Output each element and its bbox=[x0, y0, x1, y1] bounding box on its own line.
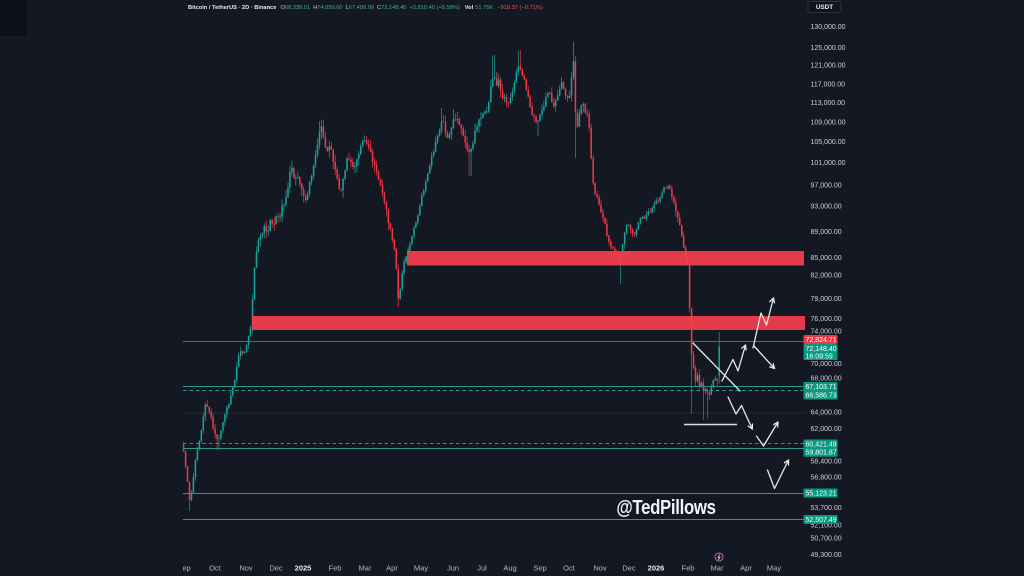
svg-text:60,421.49: 60,421.49 bbox=[806, 442, 837, 449]
svg-text:58,400.00: 58,400.00 bbox=[811, 458, 842, 465]
svg-text:Jul: Jul bbox=[477, 564, 487, 573]
svg-text:79,000.00: 79,000.00 bbox=[811, 296, 842, 303]
svg-text:52,100.00: 52,100.00 bbox=[811, 523, 842, 530]
svg-text:101,000.00: 101,000.00 bbox=[811, 160, 846, 167]
svg-text:109,000.00: 109,000.00 bbox=[811, 119, 846, 126]
svg-text:Sep: Sep bbox=[177, 564, 190, 573]
svg-text:68,000.00: 68,000.00 bbox=[811, 375, 842, 382]
svg-text:May: May bbox=[414, 564, 428, 573]
svg-text:64,000.00: 64,000.00 bbox=[811, 409, 842, 416]
svg-text:May: May bbox=[767, 564, 781, 573]
svg-text:Mar: Mar bbox=[359, 564, 372, 573]
svg-text:Sep: Sep bbox=[533, 564, 546, 573]
svg-text:72,824.71: 72,824.71 bbox=[806, 337, 837, 344]
svg-text:55,123.21: 55,123.21 bbox=[806, 491, 837, 498]
svg-text:66,586.73: 66,586.73 bbox=[806, 393, 837, 400]
svg-text:USDT: USDT bbox=[816, 4, 833, 11]
svg-text:Feb: Feb bbox=[682, 564, 695, 573]
svg-text:70,000.00: 70,000.00 bbox=[811, 361, 842, 368]
svg-text:121,000.00: 121,000.00 bbox=[811, 62, 846, 69]
svg-text:93,000.00: 93,000.00 bbox=[811, 203, 842, 210]
svg-text:74,000.00: 74,000.00 bbox=[811, 328, 842, 335]
svg-text:56,800.00: 56,800.00 bbox=[811, 474, 842, 481]
svg-text:Nov: Nov bbox=[593, 564, 607, 573]
svg-text:Mar: Mar bbox=[711, 564, 724, 573]
svg-text:76,000.00: 76,000.00 bbox=[811, 316, 842, 323]
svg-text:97,000.00: 97,000.00 bbox=[811, 182, 842, 189]
svg-text:Dec: Dec bbox=[269, 564, 283, 573]
svg-text:67,103.71: 67,103.71 bbox=[806, 384, 837, 391]
svg-text:2026: 2026 bbox=[648, 564, 665, 573]
svg-text:2025: 2025 bbox=[295, 564, 312, 573]
svg-text:82,000.00: 82,000.00 bbox=[811, 272, 842, 279]
svg-text:Apr: Apr bbox=[386, 564, 398, 573]
svg-text:Oct: Oct bbox=[563, 564, 576, 573]
svg-text:53,700.00: 53,700.00 bbox=[811, 505, 842, 512]
svg-text:Apr: Apr bbox=[740, 564, 752, 573]
svg-text:105,000.00: 105,000.00 bbox=[811, 139, 846, 146]
svg-text:125,000.00: 125,000.00 bbox=[811, 45, 846, 52]
svg-text:Feb: Feb bbox=[329, 564, 342, 573]
svg-text:52,507.49: 52,507.49 bbox=[806, 517, 837, 524]
svg-text:Jun: Jun bbox=[447, 564, 459, 573]
svg-text:85,000.00: 85,000.00 bbox=[811, 255, 842, 262]
svg-text:49,300.00: 49,300.00 bbox=[811, 552, 842, 559]
svg-text:Nov: Nov bbox=[239, 564, 253, 573]
svg-text:Oct: Oct bbox=[209, 564, 222, 573]
svg-text:@TedPillows: @TedPillows bbox=[616, 495, 715, 518]
svg-text:16:09:59: 16:09:59 bbox=[806, 354, 833, 361]
svg-text:113,000.00: 113,000.00 bbox=[811, 100, 846, 107]
svg-text:Bitcoin / TetherUS · 2D · Bina: Bitcoin / TetherUS · 2D · Binance O68,338… bbox=[188, 5, 543, 11]
svg-text:117,000.00: 117,000.00 bbox=[811, 81, 846, 88]
svg-text:89,000.00: 89,000.00 bbox=[811, 229, 842, 236]
svg-text:Aug: Aug bbox=[503, 564, 516, 573]
svg-text:130,000.00: 130,000.00 bbox=[811, 24, 846, 31]
svg-text:59,801.87: 59,801.87 bbox=[806, 450, 837, 457]
svg-text:50,700.00: 50,700.00 bbox=[811, 536, 842, 543]
svg-text:72,148.40: 72,148.40 bbox=[806, 346, 837, 353]
svg-text:Dec: Dec bbox=[622, 564, 636, 573]
svg-text:62,000.00: 62,000.00 bbox=[811, 426, 842, 433]
